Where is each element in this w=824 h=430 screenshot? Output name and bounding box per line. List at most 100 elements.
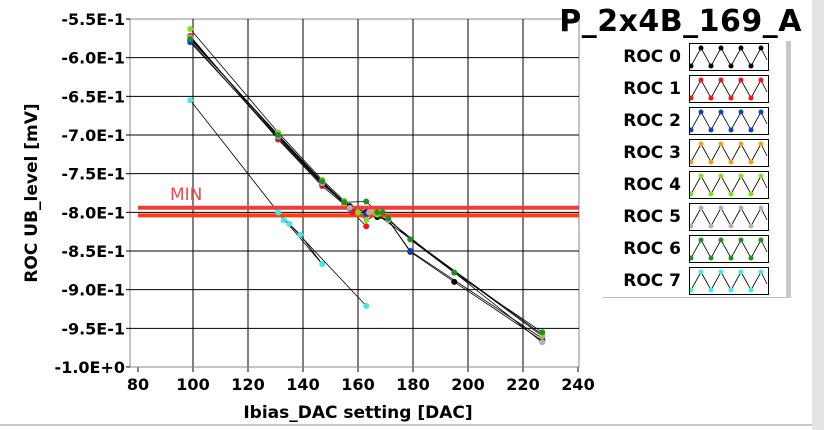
data-point <box>275 209 282 216</box>
legend-label: ROC 1 <box>623 79 681 99</box>
data-point <box>187 36 194 43</box>
legend-marker <box>728 223 734 229</box>
legend-marker <box>690 95 694 101</box>
legend-marker <box>718 45 724 51</box>
legend-marker <box>728 127 734 133</box>
legend-label: ROC 3 <box>623 143 681 163</box>
legend-label: ROC 0 <box>623 47 681 67</box>
legend-marker <box>738 77 744 83</box>
plot-area <box>129 18 580 368</box>
legend-marker <box>698 205 704 211</box>
x-tick-label: 80 <box>127 375 149 394</box>
legend-marker <box>728 255 734 261</box>
legend-label: ROC 6 <box>623 239 681 259</box>
data-point <box>366 209 372 216</box>
legend-marker <box>738 237 744 243</box>
legend-marker <box>690 159 694 165</box>
legend-swatch <box>689 267 769 295</box>
x-tick-label: 140 <box>286 375 319 394</box>
legend-marker <box>690 63 694 69</box>
data-point <box>539 339 546 346</box>
x-tick-label: 220 <box>506 375 539 394</box>
x-tick-label: 180 <box>396 375 429 394</box>
y-tick-label: -5.5E-1 <box>61 10 125 29</box>
legend-marker <box>718 237 724 243</box>
data-point <box>363 302 370 309</box>
legend-marker <box>718 269 724 275</box>
scrollbar-strip <box>812 0 824 430</box>
legend-marker <box>728 287 734 293</box>
chart-title: P_2x4B_169_A <box>559 4 802 39</box>
legend-marker <box>718 77 724 83</box>
legend-marker <box>738 173 744 179</box>
legend-marker <box>718 141 724 147</box>
data-point <box>407 236 414 243</box>
legend-marker <box>748 63 754 69</box>
data-point <box>451 278 458 285</box>
legend-swatch <box>689 235 769 263</box>
legend-marker <box>698 237 704 243</box>
legend-marker <box>698 173 704 179</box>
legend-marker <box>728 95 734 101</box>
legend-swatch <box>689 43 769 71</box>
legend-item: ROC 0 <box>603 41 786 73</box>
legend-marker <box>748 287 754 293</box>
legend-marker <box>758 45 764 51</box>
legend-marker <box>738 269 744 275</box>
legend-marker <box>690 255 694 261</box>
legend-marker <box>718 205 724 211</box>
y-tick-label: -6.5E-1 <box>61 87 125 106</box>
legend-marker <box>758 269 764 275</box>
data-point <box>297 231 304 238</box>
legend-label: ROC 7 <box>623 271 681 291</box>
legend-marker <box>758 205 764 211</box>
x-tick-label: 120 <box>231 375 264 394</box>
legend-item: ROC 5 <box>603 201 786 233</box>
legend-marker <box>758 173 764 179</box>
legend-marker <box>708 159 714 165</box>
legend-marker <box>690 287 694 293</box>
y-tick-label: -1.0E+0 <box>55 358 125 377</box>
legend-marker <box>698 77 704 83</box>
data-point <box>319 178 326 185</box>
legend-marker <box>698 109 704 115</box>
legend-swatch <box>689 139 769 167</box>
legend-marker <box>728 159 734 165</box>
legend-marker <box>698 141 704 147</box>
legend-marker <box>758 141 764 147</box>
y-tick-label: -7.0E-1 <box>61 126 125 145</box>
y-tick-label: -6.0E-1 <box>61 49 125 68</box>
data-point <box>346 204 353 211</box>
x-tick-label: 200 <box>451 375 484 394</box>
legend-marker <box>758 77 764 83</box>
legend-marker <box>738 109 744 115</box>
y-tick-label: -8.5E-1 <box>61 242 125 261</box>
legend-marker <box>748 127 754 133</box>
legend-marker <box>728 191 734 197</box>
legend-marker <box>690 191 694 197</box>
legend-marker <box>718 109 724 115</box>
data-point <box>374 209 381 216</box>
data-point <box>379 209 386 216</box>
data-point <box>319 261 326 268</box>
legend-marker <box>718 173 724 179</box>
data-point <box>407 248 414 254</box>
legend-item: ROC 6 <box>603 233 786 265</box>
data-point <box>187 97 194 104</box>
x-tick-label: 100 <box>176 375 209 394</box>
legend-marker <box>698 269 704 275</box>
data-point <box>451 269 458 276</box>
legend-marker <box>738 141 744 147</box>
data-point <box>385 215 392 222</box>
legend-label: ROC 5 <box>623 207 681 227</box>
data-point <box>280 217 287 224</box>
legend-item: ROC 7 <box>603 265 786 297</box>
x-tick-label: 240 <box>561 375 594 394</box>
data-point <box>539 329 546 336</box>
legend-marker <box>748 223 754 229</box>
legend-marker <box>738 205 744 211</box>
legend-item: ROC 1 <box>603 73 786 105</box>
data-point <box>286 220 293 227</box>
data-point <box>341 199 348 206</box>
